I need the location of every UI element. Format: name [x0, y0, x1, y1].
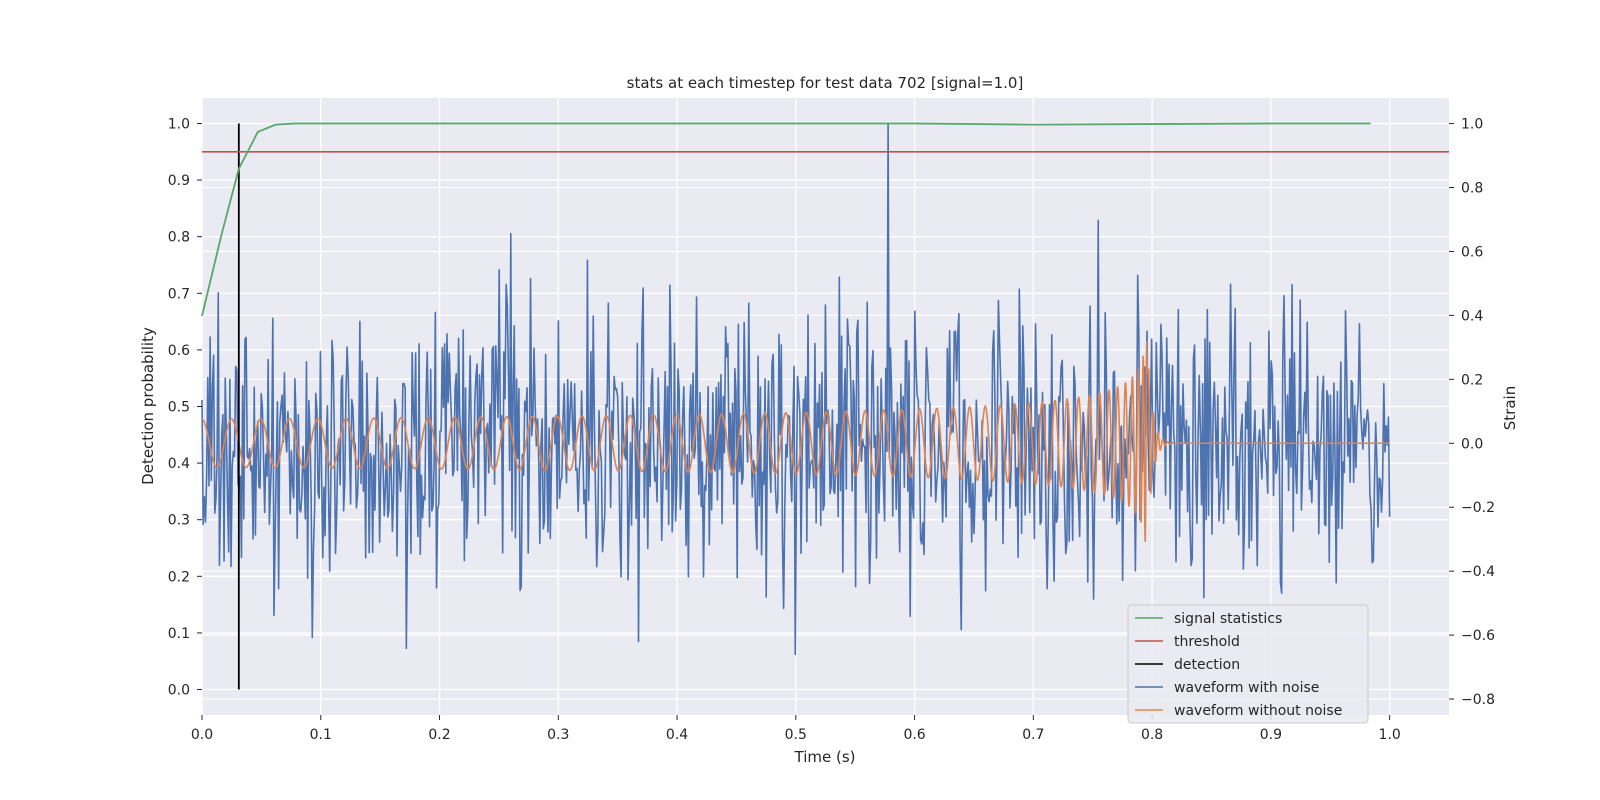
x-axis-ticks: 0.0 0.1 0.2 0.3 0.4 0.5 0.6 0.7 0.8 0.9 1.0 — [191, 715, 1401, 743]
x-tick-label-7: 0.7 — [1022, 727, 1044, 743]
y-left-tick-label-3: 0.3 — [168, 513, 190, 529]
y-right-tick-label-6: 0.4 — [1461, 308, 1483, 324]
y-left-tick-label-5: 0.5 — [168, 400, 190, 416]
y-left-tick-label-4: 0.4 — [168, 456, 190, 472]
y-axis-left-ticks: 0.0 0.1 0.2 0.3 0.4 0.5 0.6 0.7 0.8 0.9 1.0 — [168, 116, 202, 699]
y-axis-right-label: Strain — [1501, 386, 1519, 430]
y-left-tick-label-10: 1.0 — [168, 116, 190, 132]
x-tick-label-2: 0.2 — [428, 727, 450, 743]
chart-title: stats at each timestep for test data 702… — [627, 74, 1024, 92]
legend-label-waveform-with-noise: waveform with noise — [1174, 680, 1319, 696]
y-right-tick-label-5: 0.2 — [1461, 372, 1483, 388]
y-right-tick-label-7: 0.6 — [1461, 244, 1483, 260]
y-axis-right-ticks: −0.8 −0.6 −0.4 −0.2 0.0 0.2 0.4 0.6 0.8 1.0 — [1449, 117, 1495, 708]
y-left-tick-label-0: 0.0 — [168, 683, 190, 699]
y-axis-left-label: Detection probability — [139, 327, 157, 485]
x-tick-label-3: 0.3 — [547, 727, 569, 743]
y-left-tick-label-9: 0.9 — [168, 173, 190, 189]
y-right-tick-label-8: 0.8 — [1461, 181, 1483, 197]
x-axis-label: Time (s) — [794, 748, 856, 766]
x-tick-label-6: 0.6 — [903, 727, 925, 743]
y-left-tick-label-1: 0.1 — [168, 626, 190, 642]
legend-label-waveform-without-noise: waveform without noise — [1174, 703, 1342, 719]
y-left-tick-label-7: 0.7 — [168, 286, 190, 302]
y-left-tick-label-2: 0.2 — [168, 569, 190, 585]
series-layer — [201, 122, 1449, 690]
y-right-tick-label-2: −0.4 — [1461, 564, 1495, 580]
x-tick-label-4: 0.4 — [666, 727, 688, 743]
legend-box — [1127, 604, 1369, 724]
y-right-tick-label-3: −0.2 — [1461, 500, 1495, 516]
y-left-tick-label-8: 0.8 — [168, 230, 190, 246]
x-tick-label-1: 0.1 — [310, 727, 332, 743]
legend-label-signal-statistics: signal statistics — [1174, 611, 1282, 627]
x-tick-label-9: 0.9 — [1260, 727, 1282, 743]
y-right-tick-label-1: −0.6 — [1461, 628, 1495, 644]
x-tick-label-0: 0.0 — [191, 727, 213, 743]
y-left-tick-label-6: 0.6 — [168, 343, 190, 359]
x-tick-label-8: 0.8 — [1141, 727, 1163, 743]
legend-label-threshold: threshold — [1174, 634, 1240, 650]
legend-label-detection: detection — [1174, 657, 1240, 673]
legend: signal statistics threshold detection wa… — [1127, 604, 1369, 724]
series-waveform-without-noise — [201, 341, 1391, 543]
x-tick-label-5: 0.5 — [785, 727, 807, 743]
x-tick-label-10: 1.0 — [1378, 727, 1400, 743]
y-right-tick-label-4: 0.0 — [1461, 436, 1483, 452]
y-right-tick-label-9: 1.0 — [1461, 117, 1483, 133]
y-right-tick-label-0: −0.8 — [1461, 692, 1495, 708]
series-signal-statistics — [201, 122, 1371, 317]
series-waveform-with-noise — [201, 122, 1391, 656]
